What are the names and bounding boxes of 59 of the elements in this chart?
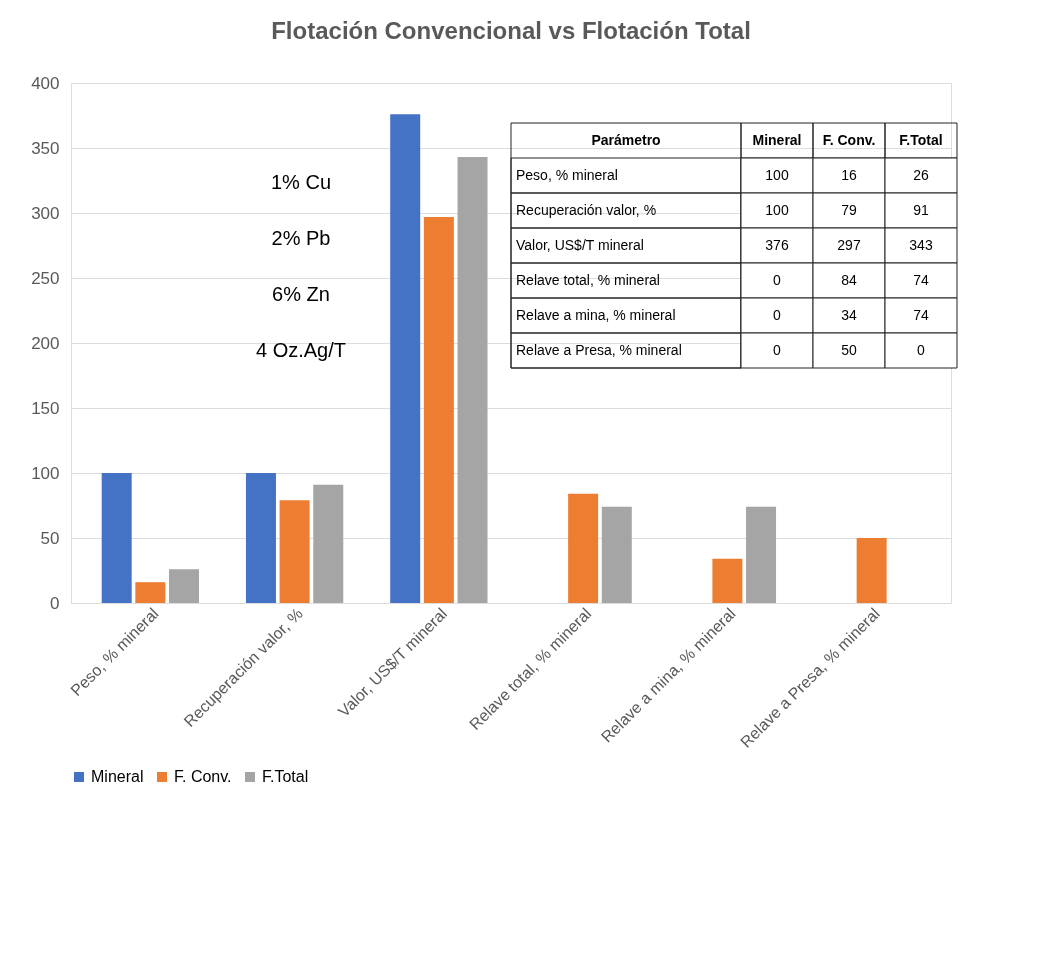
y-tick-label: 250 [31,268,60,288]
bar [746,506,777,603]
bar [101,473,132,603]
y-tick-label: 400 [31,73,60,93]
bar [601,506,632,603]
data-label: 100 [765,166,789,183]
legend-label: F. Conv. [174,768,232,785]
y-tick-label: Recuperación valor, % [516,201,657,218]
y-axis-title: Parámetro [591,131,661,148]
data-label: 100 [765,201,789,218]
annotation: 6% Zn [272,283,330,305]
data-label: 74 [913,306,929,323]
bar [423,216,454,603]
data-label: 0 [917,341,926,358]
chart-title: Flotación Convencional vs Flotación Total [271,17,751,44]
bar [313,484,344,603]
bar [457,157,488,603]
annotation: 4 Oz.Ag/T [255,339,347,361]
y-tick-label: Peso, % mineral [516,166,618,183]
data-label: 79 [841,201,857,218]
data-label: 91 [913,201,929,218]
bar [856,538,887,603]
y-tick-label: 50 [40,528,60,548]
y-tick-label: 100 [31,463,60,483]
data-label: 297 [837,236,861,253]
data-label: 16 [841,166,857,183]
data-label: 0 [773,341,782,358]
data-label: 0 [773,271,782,288]
legend-label: F.Total [262,768,309,785]
data-label: 50 [841,341,857,358]
y-tick-label: Valor, US$/T mineral [516,236,644,253]
y-tick-label: 0 [50,593,60,613]
annotation: 2% Pb [271,227,331,249]
x-tick-label: F. Conv. [822,131,876,148]
data-label: 343 [909,236,933,253]
data-label: 26 [913,166,929,183]
y-tick-label: 150 [31,398,60,418]
bar [712,558,743,603]
x-tick-label: F.Total [899,131,943,148]
y-tick-label: 200 [31,333,60,353]
y-tick-label: Relave a mina, % mineral [516,306,676,323]
data-label: 84 [841,271,857,288]
bar [245,473,276,603]
annotation: 1% Cu [270,171,332,193]
y-tick-label: Relave total, % mineral [516,271,660,288]
y-tick-label: 350 [31,138,60,158]
bar [279,500,310,603]
x-tick-label: Mineral [752,131,802,148]
bar [390,114,421,603]
data-label: 34 [841,306,857,323]
data-label: 376 [765,236,789,253]
bar [169,569,200,603]
y-tick-label: 300 [31,203,60,223]
legend-label: Mineral [91,768,144,785]
y-tick-label: Relave a Presa, % mineral [516,341,682,358]
data-label: 74 [913,271,929,288]
bar [568,493,599,603]
data-label: 0 [773,306,782,323]
bar [135,582,166,603]
